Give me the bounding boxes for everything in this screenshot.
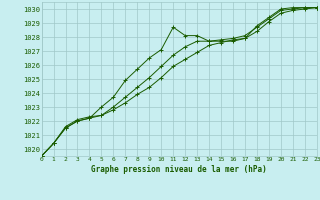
X-axis label: Graphe pression niveau de la mer (hPa): Graphe pression niveau de la mer (hPa) <box>91 165 267 174</box>
